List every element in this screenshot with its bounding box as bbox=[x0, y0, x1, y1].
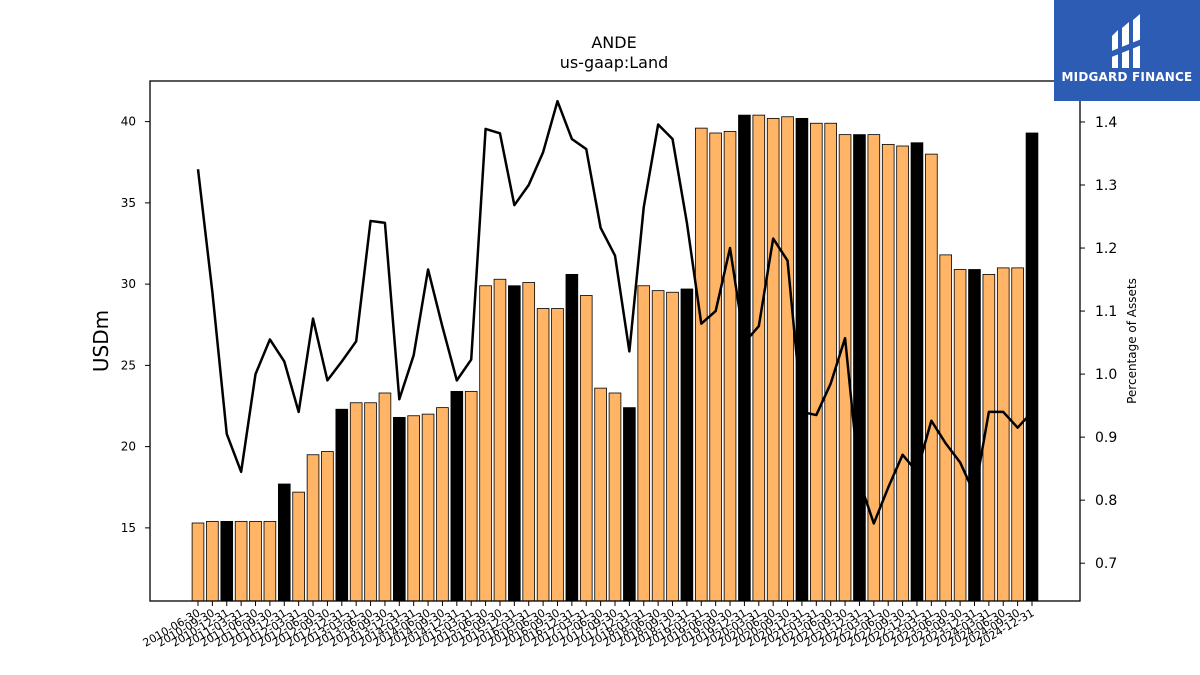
bar bbox=[781, 116, 794, 602]
brand-logo: MIDGARD FINANCE bbox=[1054, 0, 1200, 101]
y2-tick-label: 1.4 bbox=[1095, 115, 1117, 131]
bar bbox=[867, 134, 881, 602]
bar bbox=[996, 267, 1010, 602]
bar bbox=[277, 483, 291, 602]
bar bbox=[953, 269, 967, 602]
chart-subtitle: us-gaap:Land bbox=[560, 53, 669, 72]
bar bbox=[1025, 132, 1039, 602]
bar bbox=[493, 278, 507, 602]
bar bbox=[594, 387, 607, 602]
bar bbox=[925, 153, 938, 602]
y-tick-label: 30 bbox=[121, 277, 136, 291]
bar bbox=[723, 130, 737, 602]
bar bbox=[234, 520, 248, 602]
bar bbox=[378, 392, 392, 602]
bar bbox=[206, 520, 219, 602]
line-series bbox=[196, 99, 1033, 525]
y-tick-label: 35 bbox=[121, 196, 136, 210]
bar bbox=[651, 290, 665, 602]
bar bbox=[263, 520, 277, 602]
bar bbox=[939, 254, 953, 602]
bar bbox=[565, 273, 579, 602]
y-tick-label: 15 bbox=[121, 521, 136, 535]
bar bbox=[694, 127, 708, 602]
bar bbox=[623, 407, 636, 602]
y2-tick-label: 1.2 bbox=[1095, 241, 1117, 257]
bar bbox=[464, 390, 478, 602]
bar bbox=[249, 520, 262, 602]
percentage-line bbox=[196, 99, 1033, 525]
bar bbox=[608, 392, 622, 602]
y2-tick-label: 0.9 bbox=[1095, 430, 1117, 446]
bar bbox=[910, 142, 924, 602]
y-axis-label: USDm bbox=[89, 310, 113, 372]
bar bbox=[393, 416, 406, 602]
bar bbox=[738, 114, 751, 602]
bar bbox=[191, 522, 205, 602]
bar bbox=[896, 145, 909, 602]
bar bbox=[853, 134, 866, 602]
logo-mark-icon bbox=[1109, 14, 1144, 68]
bar bbox=[968, 269, 981, 602]
x-axis: 2010-06-302010-09-302010-12-312011-03-31… bbox=[141, 601, 1037, 650]
bar bbox=[637, 285, 651, 602]
bar bbox=[824, 122, 837, 602]
y2-tick-label: 1.3 bbox=[1095, 178, 1117, 194]
y2-axis-label: Percentage of Assets bbox=[1125, 278, 1139, 404]
bar bbox=[551, 308, 564, 602]
bar bbox=[752, 114, 766, 602]
y-axis-right: 0.7 0.8 0.9 1.0 1.1 1.2 1.3 1.4 bbox=[1080, 115, 1117, 572]
chart-title: ANDE bbox=[591, 33, 636, 52]
bar bbox=[335, 408, 349, 602]
y-tick-label: 25 bbox=[121, 358, 136, 372]
bar bbox=[220, 520, 234, 602]
bar bbox=[479, 285, 492, 602]
bar bbox=[1011, 267, 1024, 602]
bar bbox=[407, 415, 420, 602]
bar bbox=[349, 402, 363, 602]
bar bbox=[508, 285, 521, 602]
y2-tick-label: 0.8 bbox=[1095, 493, 1117, 509]
bar bbox=[450, 390, 464, 602]
bar bbox=[579, 295, 593, 602]
bar bbox=[680, 288, 694, 602]
y2-tick-label: 1.1 bbox=[1095, 304, 1117, 320]
bar bbox=[522, 282, 536, 602]
y-tick-label: 40 bbox=[121, 115, 136, 129]
bar bbox=[881, 143, 895, 602]
y2-tick-label: 0.7 bbox=[1095, 556, 1117, 572]
bar-series bbox=[191, 114, 1039, 602]
bar bbox=[666, 291, 679, 602]
bar bbox=[709, 132, 722, 602]
bar bbox=[766, 117, 780, 602]
bar bbox=[292, 491, 305, 602]
bar bbox=[321, 451, 334, 602]
bar bbox=[536, 308, 550, 602]
bar bbox=[436, 407, 449, 602]
bar bbox=[364, 402, 377, 602]
bar bbox=[306, 454, 320, 602]
bar bbox=[810, 122, 823, 602]
y-tick-label: 20 bbox=[121, 440, 136, 454]
logo-text: MIDGARD FINANCE bbox=[1061, 70, 1193, 84]
y-axis-left: 15 20 25 30 35 40 bbox=[121, 115, 150, 535]
bar bbox=[421, 413, 435, 602]
y2-tick-label: 1.0 bbox=[1095, 367, 1117, 383]
